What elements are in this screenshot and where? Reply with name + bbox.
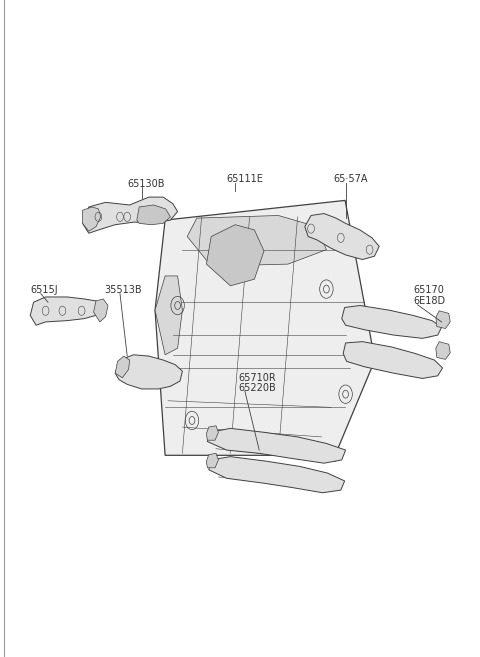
Text: 35513B: 35513B — [105, 285, 142, 296]
Text: 65220B: 65220B — [239, 382, 276, 393]
Polygon shape — [94, 299, 108, 322]
Polygon shape — [206, 453, 218, 468]
Polygon shape — [305, 214, 379, 260]
Text: 65130B: 65130B — [127, 179, 165, 189]
Polygon shape — [83, 207, 101, 231]
Text: 65170: 65170 — [414, 285, 444, 296]
Polygon shape — [206, 426, 218, 440]
Polygon shape — [137, 205, 170, 225]
Polygon shape — [436, 311, 450, 328]
Polygon shape — [155, 276, 182, 355]
Polygon shape — [115, 355, 182, 389]
Polygon shape — [206, 225, 264, 286]
Text: 6E18D: 6E18D — [414, 296, 446, 306]
Text: 65710R: 65710R — [239, 373, 276, 383]
Text: 6515J: 6515J — [30, 285, 58, 296]
Polygon shape — [83, 197, 178, 233]
Polygon shape — [342, 306, 442, 338]
Text: 65·57A: 65·57A — [334, 173, 368, 184]
Polygon shape — [436, 342, 450, 359]
Text: 65111E: 65111E — [227, 173, 264, 184]
Polygon shape — [115, 356, 130, 378]
Polygon shape — [207, 428, 346, 463]
Polygon shape — [155, 200, 375, 455]
Polygon shape — [30, 297, 101, 325]
Polygon shape — [209, 457, 345, 493]
Polygon shape — [187, 215, 326, 266]
Polygon shape — [343, 342, 443, 378]
